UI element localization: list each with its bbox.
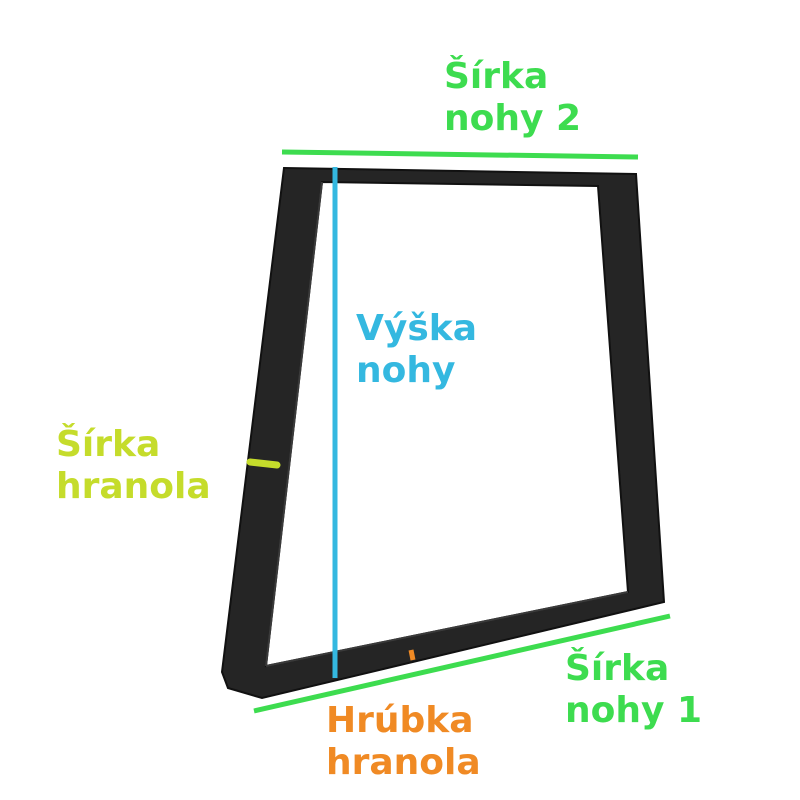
width-leg-1-line [253, 613, 671, 714]
leg-frame [220, 166, 666, 700]
width-profile-label-line2: hranola [56, 466, 211, 507]
leg-frame-inner-edge [265, 181, 323, 667]
height-leg-label-line2: nohy [356, 350, 456, 391]
thickness-profile-label-line1: Hrúbka [326, 700, 474, 741]
width-profile-label-line1: Šírka [56, 424, 161, 465]
width-profile-marker [246, 458, 281, 469]
trapezoid-table-leg-icon [220, 166, 666, 700]
width-leg-2-label-line2: nohy 2 [444, 98, 582, 139]
width-leg-2-line [281, 149, 639, 160]
thickness-profile-label-line2: hranola [326, 742, 481, 783]
height-leg-label-line1: Výška [356, 308, 477, 349]
width-leg-1-label-line2: nohy 1 [565, 690, 703, 731]
width-profile-label: Šírka hranola [56, 424, 211, 508]
thickness-profile-marker [408, 649, 416, 661]
leg-frame-bottom-edge [265, 591, 629, 667]
width-leg-1-label: Šírka nohy 1 [565, 648, 702, 732]
width-leg-1-label-line1: Šírka [565, 648, 670, 689]
height-leg-label: Výška nohy [356, 308, 477, 392]
width-leg-2-label-line1: Šírka [444, 56, 549, 97]
width-leg-2-label: Šírka nohy 2 [444, 56, 581, 140]
thickness-profile-label: Hrúbka hranola [326, 700, 481, 784]
